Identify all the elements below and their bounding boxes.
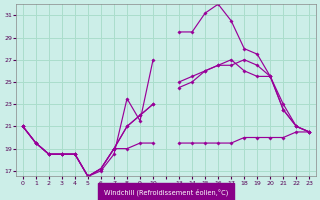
X-axis label: Windchill (Refroidissement éolien,°C): Windchill (Refroidissement éolien,°C): [104, 188, 228, 196]
